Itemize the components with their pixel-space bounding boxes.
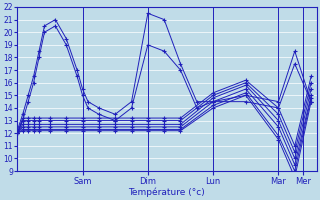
X-axis label: Température (°c): Température (°c) [129, 187, 205, 197]
